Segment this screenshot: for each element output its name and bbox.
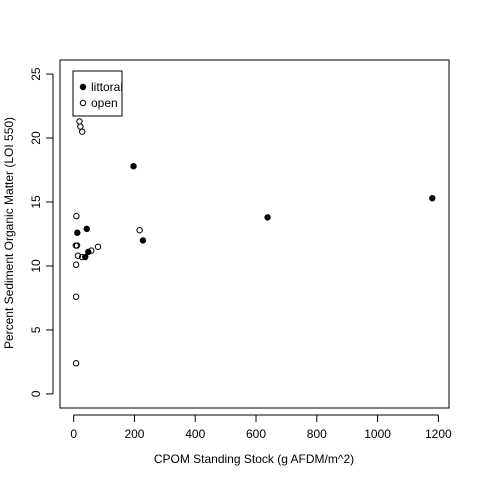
data-point-littoral <box>139 237 147 244</box>
data-point-open <box>72 293 80 300</box>
data-point-littoral <box>74 229 81 236</box>
y-tick-label: 0 <box>29 390 43 397</box>
data-point-open <box>74 252 82 259</box>
y-axis: 0 5 10 15 20 25 <box>29 67 54 397</box>
data-point-open <box>73 212 80 220</box>
data-point-open <box>77 123 84 130</box>
x-tick-label: 800 <box>307 427 327 441</box>
x-axis-label: CPOM Standing Stock (g AFDM/m^2) <box>154 452 354 466</box>
data-point-open <box>78 128 86 135</box>
y-tick-label: 25 <box>29 67 43 81</box>
x-tick-label: 0 <box>70 427 77 441</box>
legend-label-littoral: littoral <box>91 80 123 94</box>
legend-marker-open <box>79 99 87 107</box>
x-tick-label: 1200 <box>425 427 452 441</box>
data-point-littoral <box>83 225 90 233</box>
data-point-littoral <box>264 214 271 221</box>
data-point-littoral <box>429 194 436 202</box>
x-tick-label: 400 <box>185 427 205 441</box>
data-point-open <box>72 360 80 367</box>
data-point-open <box>88 247 95 254</box>
data-point-open <box>94 243 102 250</box>
y-tick-label: 5 <box>29 326 43 333</box>
legend: littoral open <box>72 70 123 117</box>
data-point-littoral <box>130 162 137 170</box>
legend-marker-littoral <box>79 83 87 91</box>
x-tick-label: 600 <box>246 427 266 441</box>
y-tick-label: 20 <box>29 131 43 145</box>
data-point-open <box>78 253 86 261</box>
x-tick-label: 1000 <box>364 427 391 441</box>
legend-label-open: open <box>91 96 118 110</box>
data-point-open <box>136 226 143 234</box>
data-point-open <box>76 118 83 125</box>
data-points <box>72 118 436 367</box>
x-tick-label: 200 <box>124 427 144 441</box>
plot-frame <box>59 59 450 409</box>
legend-box <box>72 70 123 117</box>
data-point-open <box>73 242 81 249</box>
y-axis-label: Percent Sediment Organic Matter (LOI 550… <box>2 117 16 349</box>
y-tick-label: 15 <box>29 195 43 209</box>
data-point-open <box>72 261 80 268</box>
x-axis: 0 200 400 600 800 1000 1200 <box>70 414 452 441</box>
y-tick-label: 10 <box>29 259 43 273</box>
